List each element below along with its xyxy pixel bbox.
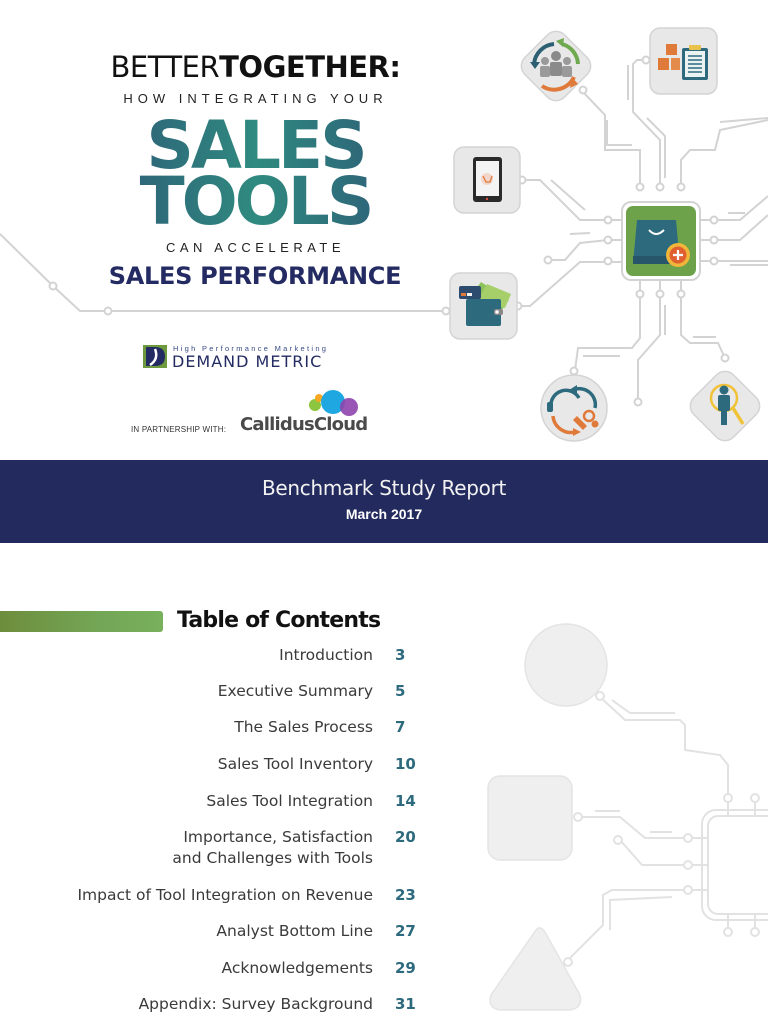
team-cycle-icon (520, 30, 592, 102)
toc-page[interactable]: 27 (395, 922, 416, 940)
partnership-label: IN PARTNERSHIP WITH: (131, 425, 227, 434)
subtitle-can-accelerate: CAN ACCELERATE (165, 240, 346, 255)
toc-label-line1[interactable]: Importance, Satisfaction (183, 828, 373, 846)
title-bold: TOGETHER: (219, 50, 401, 84)
support-tools-icon (540, 374, 608, 442)
user-search-icon (689, 370, 761, 442)
toc-label[interactable]: Introduction (279, 646, 373, 664)
subtitle-how-integrating: HOW INTEGRATING YOUR (123, 91, 388, 106)
toc-label[interactable]: Acknowledgements (221, 959, 373, 977)
toc-page[interactable]: 29 (395, 959, 416, 977)
partner-name: CallidusCloud (240, 414, 368, 435)
toc-heading: Table of Contents (177, 608, 381, 633)
wallet-icon (449, 272, 518, 340)
toc-page[interactable]: 10 (395, 755, 416, 773)
tablet-cart-icon (453, 146, 521, 214)
shopping-bag-add-icon (626, 206, 696, 276)
banner-date: March 2017 (345, 506, 423, 522)
report-title-line: BETTERTOGETHER: (108, 50, 403, 84)
placeholder-square-shape (487, 775, 573, 861)
title-light: BETTER (110, 50, 220, 84)
callidus-cloud-logo-icon (309, 390, 358, 416)
toc-page[interactable]: 5 (395, 682, 406, 700)
toc-page[interactable]: 14 (395, 792, 416, 810)
demand-metric-name: DEMAND METRIC (172, 352, 323, 371)
toc-label-line2[interactable]: and Challenges with Tools (172, 849, 373, 867)
headline-tools: TOOLS (108, 169, 403, 235)
headline-sales: SALES (108, 113, 403, 179)
toc-page[interactable]: 31 (395, 995, 416, 1013)
toc-page[interactable]: 3 (395, 646, 406, 664)
toc-page[interactable]: 20 (395, 828, 416, 846)
inventory-clipboard-icon (649, 27, 718, 95)
toc-label[interactable]: Executive Summary (217, 682, 373, 700)
placeholder-triangle-shape (489, 927, 582, 1011)
toc-label[interactable]: Sales Tool Integration (206, 792, 373, 810)
toc-page[interactable]: 23 (395, 886, 416, 904)
toc-label[interactable]: Sales Tool Inventory (217, 755, 373, 773)
report-banner (0, 460, 768, 543)
demand-metric-tagline: High Performance Marketing (173, 344, 329, 353)
toc-accent-bar (0, 611, 163, 632)
toc-page[interactable]: 7 (395, 718, 406, 736)
toc-label[interactable]: Appendix: Survey Background (138, 995, 373, 1013)
toc-label[interactable]: The Sales Process (234, 718, 373, 736)
placeholder-circle-shape (524, 623, 608, 707)
toc-label[interactable]: Impact of Tool Integration on Revenue (77, 886, 373, 904)
banner-title: Benchmark Study Report (261, 476, 507, 500)
demand-metric-logo-icon (143, 345, 167, 368)
headline-sales-performance: SALES PERFORMANCE (108, 262, 402, 290)
toc-label[interactable]: Analyst Bottom Line (216, 922, 373, 940)
